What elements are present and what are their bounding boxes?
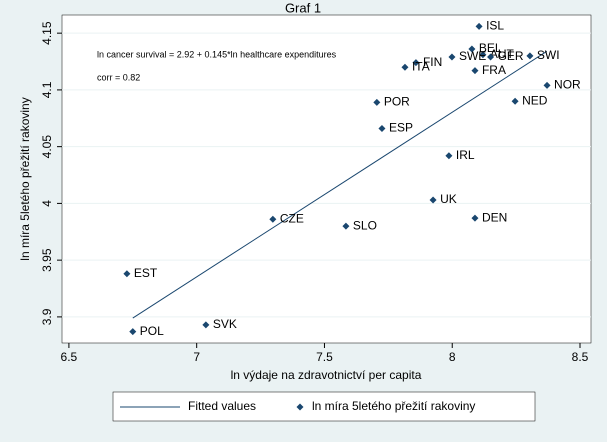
x-tick-label: 8 bbox=[449, 350, 456, 364]
x-tick-label: 8.5 bbox=[572, 350, 589, 364]
point bbox=[123, 270, 131, 278]
legend-label: Fitted values bbox=[188, 399, 256, 413]
point-label: CZE bbox=[280, 211, 304, 225]
point-label: ESP bbox=[389, 121, 413, 135]
point bbox=[487, 53, 495, 61]
point-label: IRL bbox=[456, 148, 475, 162]
point-label: EST bbox=[134, 266, 158, 280]
y-tick-label: 3.9 bbox=[40, 308, 54, 325]
point bbox=[511, 97, 519, 105]
point-label: SVK bbox=[213, 317, 237, 331]
y-tick-label: 4.15 bbox=[40, 21, 54, 45]
y-tick-label: 3.95 bbox=[40, 248, 54, 272]
point-label: UK bbox=[440, 192, 457, 206]
point bbox=[543, 81, 551, 89]
point bbox=[448, 53, 456, 61]
legend bbox=[112, 391, 536, 422]
x-tick-label: 7.5 bbox=[316, 350, 333, 364]
point bbox=[526, 52, 534, 60]
point bbox=[471, 214, 479, 222]
point bbox=[429, 196, 437, 204]
point bbox=[471, 67, 479, 75]
point-label: NOR bbox=[554, 78, 581, 92]
point-label: AUT bbox=[490, 47, 515, 61]
chart-title: Graf 1 bbox=[285, 0, 321, 15]
y-tick-label: 4.1 bbox=[40, 81, 54, 98]
annotation: corr = 0.82 bbox=[97, 72, 140, 82]
point bbox=[342, 222, 350, 230]
y-axis-label: ln míra 5letého přežití rakoviny bbox=[18, 97, 32, 260]
point-label: FRA bbox=[482, 63, 506, 77]
legend-swatch bbox=[296, 403, 304, 411]
annotation: ln cancer survival = 2.92 + 0.145*ln hea… bbox=[97, 49, 337, 59]
point-label: SWI bbox=[537, 48, 560, 62]
point-label: ISL bbox=[486, 19, 504, 33]
point-label: SLO bbox=[353, 218, 377, 232]
point-label: POR bbox=[384, 95, 410, 109]
x-axis-label: ln výdaje na zdravotnictví per capita bbox=[231, 368, 422, 382]
point-label: GER bbox=[498, 49, 524, 63]
point bbox=[378, 124, 386, 132]
point-label: DEN bbox=[482, 210, 507, 224]
point-label: SWE bbox=[459, 49, 486, 63]
point-label: BEL bbox=[479, 41, 502, 55]
x-tick-label: 6.5 bbox=[61, 350, 78, 364]
point bbox=[412, 59, 420, 67]
y-tick-label: 4 bbox=[40, 200, 54, 207]
point bbox=[479, 51, 487, 59]
point bbox=[401, 63, 409, 71]
x-tick-label: 7 bbox=[193, 350, 200, 364]
point-label: FIN bbox=[423, 55, 442, 69]
point bbox=[475, 22, 483, 30]
point bbox=[202, 321, 210, 329]
point bbox=[129, 328, 137, 336]
y-tick-label: 4.05 bbox=[40, 135, 54, 159]
plot-area bbox=[61, 14, 592, 344]
point-label: POL bbox=[140, 324, 164, 338]
point bbox=[269, 215, 277, 223]
point-label: NED bbox=[522, 93, 548, 107]
point bbox=[468, 45, 476, 53]
point bbox=[373, 98, 381, 106]
legend-label: ln míra 5letého přežití rakoviny bbox=[312, 399, 475, 413]
point bbox=[445, 152, 453, 160]
point-label: ITA bbox=[412, 59, 430, 73]
fitted-line bbox=[132, 50, 548, 319]
